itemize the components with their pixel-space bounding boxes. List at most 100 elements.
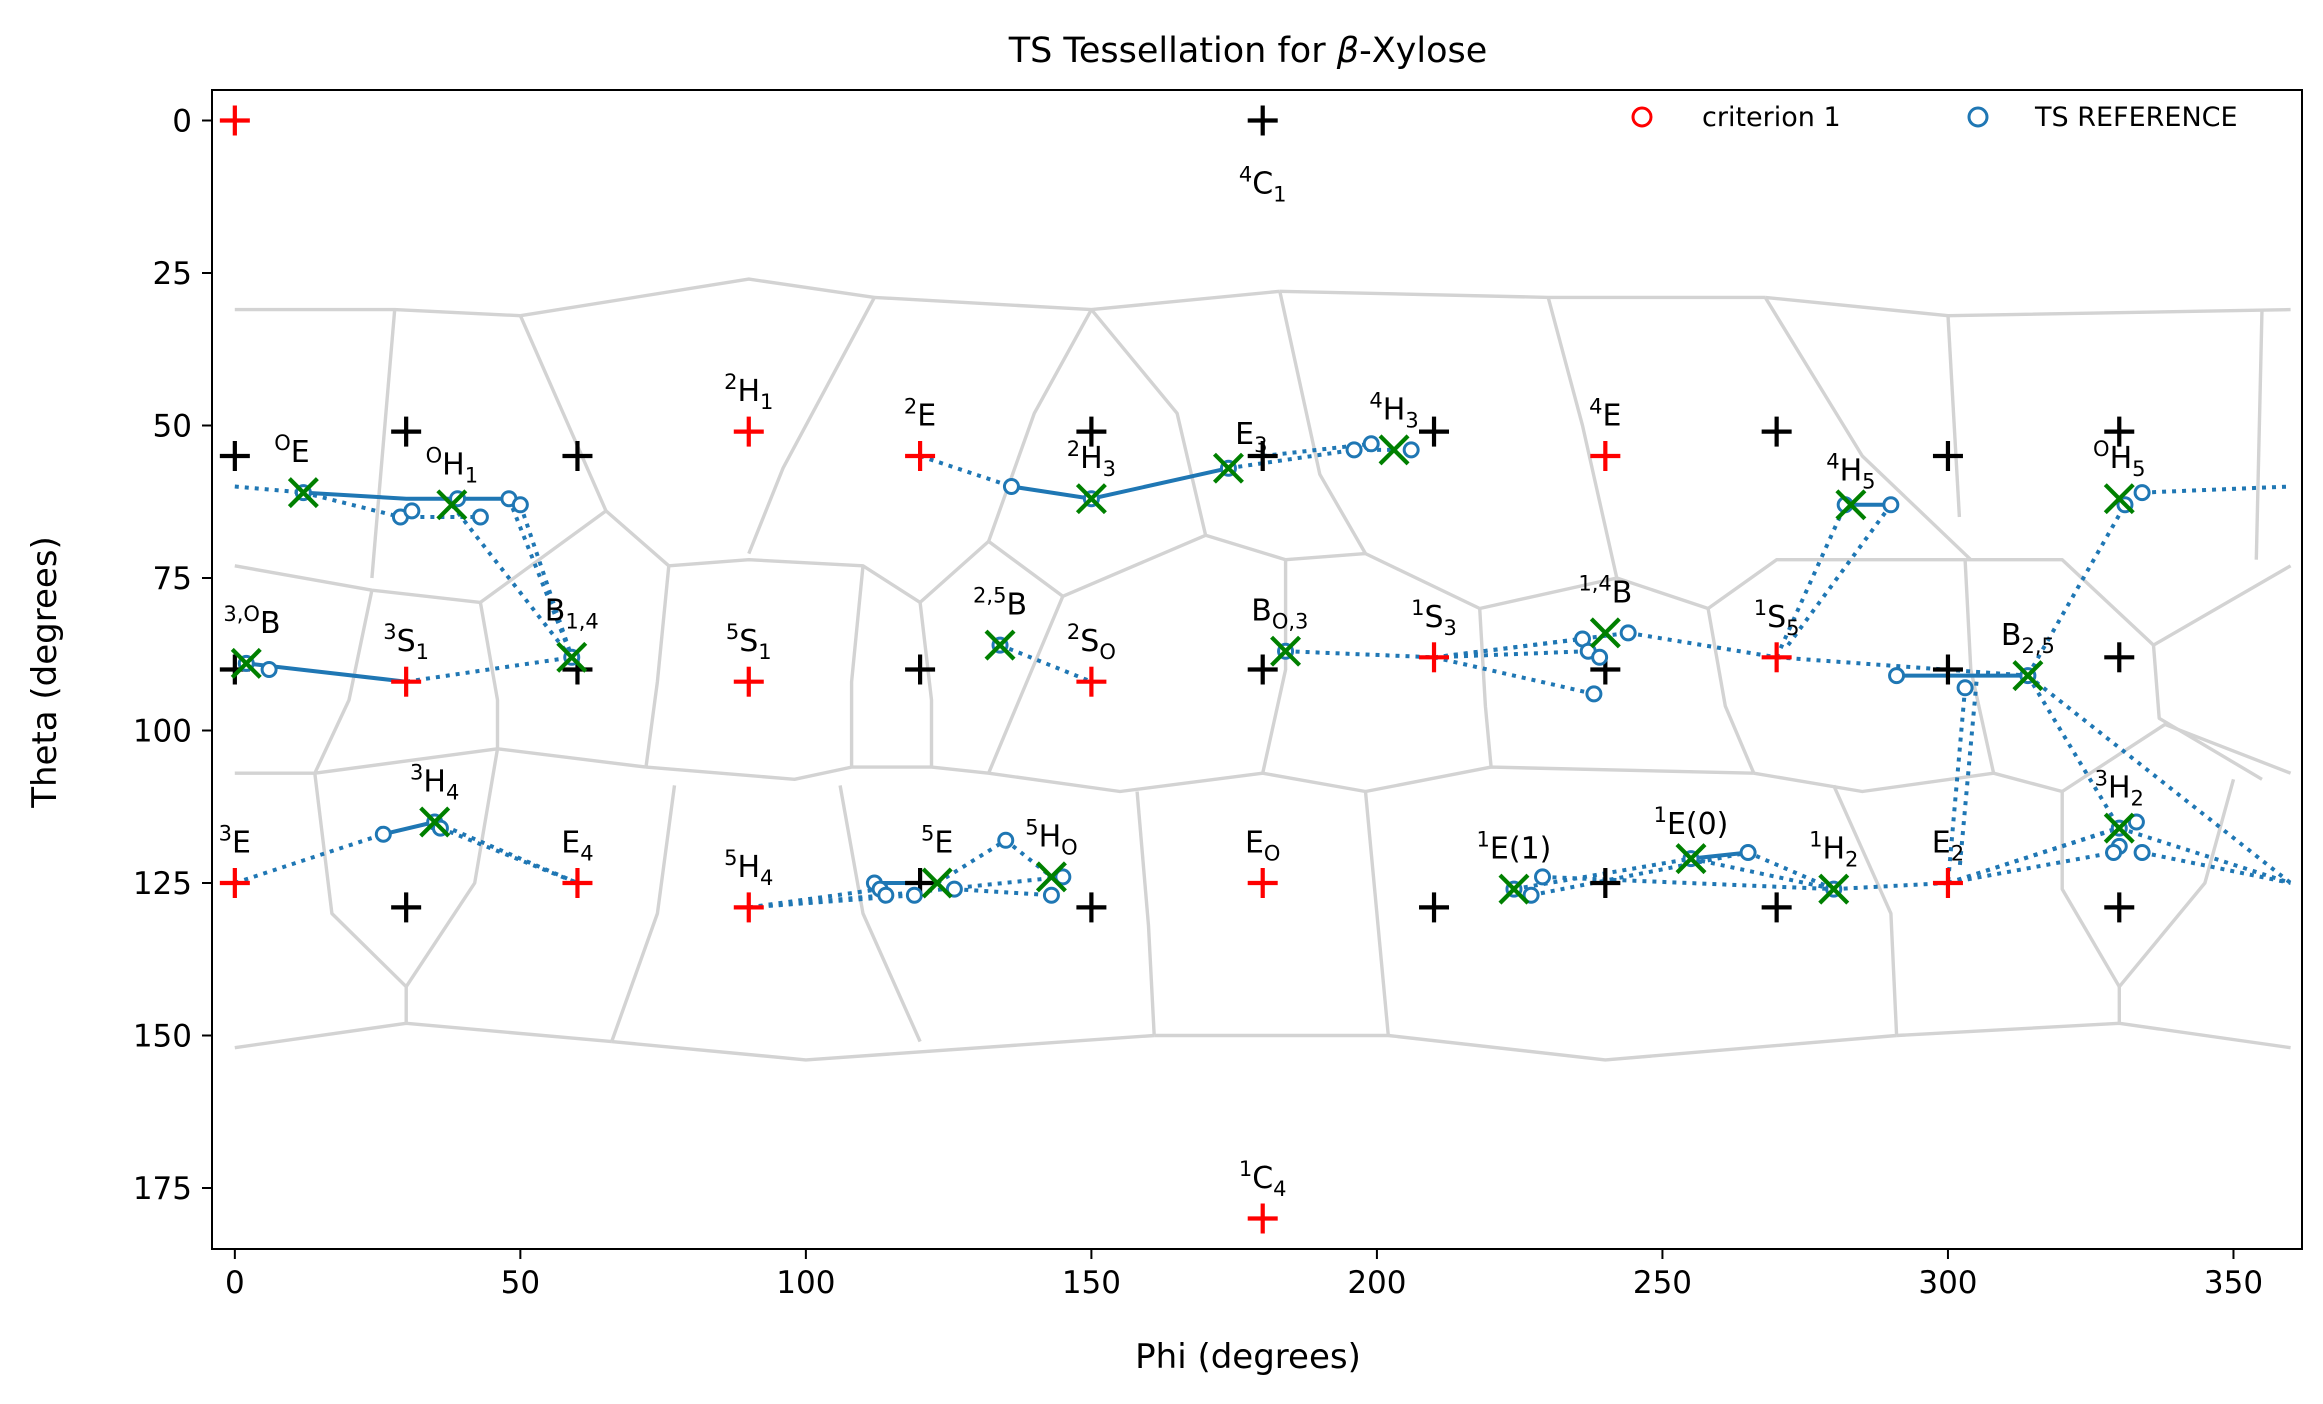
puckering-label: 3,OB <box>223 602 280 641</box>
ts-point <box>1212 452 1244 484</box>
tessellation-edge <box>987 533 1287 598</box>
x-tick-label: 150 <box>1062 1265 1121 1301</box>
tessellation-edge <box>234 1021 612 1050</box>
ts-point <box>1589 617 1621 649</box>
solid-path <box>382 820 436 837</box>
puckering-label: 4H3 <box>1369 388 1418 432</box>
puckering-label: 2,5B <box>973 584 1027 623</box>
puckering-label: 4E <box>1589 395 1621 434</box>
reference-point-black <box>1419 892 1450 923</box>
legend-label: TS REFERENCE <box>2034 102 2238 133</box>
dotted-path <box>1228 447 1394 471</box>
legend-marker <box>1631 106 1653 128</box>
tessellation-edge <box>1963 559 1996 774</box>
reference-point-red <box>905 441 936 471</box>
puckering-label: 5H4 <box>724 846 773 890</box>
dotted-path <box>1947 820 2138 885</box>
reference-point-black <box>2104 892 2135 923</box>
puckering-label: 1C4 <box>1239 1157 1287 1201</box>
tessellation-edge <box>1946 315 1962 518</box>
puckering-label: 1E(0) <box>1654 803 1729 842</box>
puckering-label: EO <box>1245 826 1281 866</box>
reference-point-black <box>1590 868 1621 898</box>
ts-point <box>1035 861 1067 893</box>
puckering-label: BO,3 <box>1251 594 1308 634</box>
reference-point-red <box>733 416 764 447</box>
ts-reference-point <box>374 825 392 843</box>
reference-point-black <box>1247 105 1278 136</box>
ts-point-stroke-b <box>1835 489 1867 521</box>
ts-reference-point <box>1362 435 1380 453</box>
dotted-path <box>954 887 1052 898</box>
ts-point <box>984 629 1016 661</box>
ts-point-stroke-b <box>436 489 468 521</box>
reference-point-black <box>1076 892 1107 923</box>
tessellation-edge <box>610 785 677 1043</box>
puckering-labels-layer: 4C1 2H1 2E 2H3 E3 4H3 4E 4H5 OH5 OE OH1 3,OB 3S1 B1,4… <box>219 163 2146 1201</box>
ts-point-stroke-b <box>1589 617 1621 649</box>
ts-reference-point <box>945 880 963 898</box>
dotted-path <box>999 643 1093 684</box>
reference-point-black <box>2104 416 2135 447</box>
ts-reference-point <box>1054 868 1072 886</box>
dotted-path <box>234 832 384 885</box>
ts-point <box>1675 843 1707 875</box>
tessellation-edge <box>1965 558 2292 647</box>
tessellation-edge <box>1365 765 1754 794</box>
dotted-path <box>1542 874 1834 892</box>
dotted-path <box>450 503 568 653</box>
reference-point-black <box>391 416 422 447</box>
ts-point-stroke-b <box>1212 452 1244 484</box>
reference-point-red <box>219 105 250 136</box>
tessellation-edge <box>2117 778 2236 988</box>
ts-point <box>1835 489 1867 521</box>
ts-reference-point <box>2133 484 2151 502</box>
tessellation-edge <box>478 602 500 749</box>
tessellation-edge <box>313 589 374 774</box>
tessellation-edge <box>2060 791 2121 988</box>
ts-reference-point <box>1534 868 1552 886</box>
tessellation-edge <box>987 595 1065 774</box>
reference-point-black <box>391 892 422 923</box>
tessellation-edge <box>645 765 989 781</box>
y-tick-label: 125 <box>133 866 192 902</box>
ts-point-stroke-b <box>984 629 1016 661</box>
puckering-label: B2,5 <box>2001 618 2055 658</box>
puckering-label: 5S1 <box>726 620 772 664</box>
tessellation-edge <box>1278 290 1367 555</box>
puckering-label: OH5 <box>2093 437 2145 481</box>
y-axis-label: Theta (degrees) <box>25 536 65 809</box>
ts-point <box>1270 635 1302 667</box>
ts-reference-point <box>1345 441 1363 459</box>
tessellation-edge <box>644 565 671 768</box>
dotted-path <box>234 484 304 495</box>
reference-point-black <box>1247 441 1278 471</box>
solid-path <box>303 490 509 501</box>
puckering-label: E3 <box>1235 417 1267 457</box>
puckering-label: 2H3 <box>1067 437 1116 481</box>
dotted-path <box>1433 630 1629 660</box>
ts-point-stroke-b <box>287 477 319 509</box>
ts-point <box>419 806 451 838</box>
ts-reference-point <box>260 661 278 678</box>
reference-point-red <box>1761 642 1792 673</box>
chart-title: TS Tessellation for β-Xylose <box>1008 31 1488 71</box>
ts-point-stroke-b <box>419 806 451 838</box>
dotted-path <box>1285 649 1435 660</box>
tessellation-edge <box>404 748 500 988</box>
ts-point-stroke-b <box>230 647 262 679</box>
puckering-label: 3S1 <box>383 620 429 664</box>
ts-point <box>2103 812 2135 844</box>
ts-reference-point <box>2133 844 2151 861</box>
ts-reference-point <box>1591 648 1609 666</box>
puckering-label: 1,4B <box>1578 571 1632 610</box>
tessellation-edge <box>1832 784 1899 1036</box>
dotted-path <box>2142 484 2291 495</box>
ts-point-stroke-b <box>2103 812 2135 844</box>
ts-reference-point <box>403 502 421 520</box>
x-tick-label: 300 <box>1918 1265 1977 1301</box>
reference-point-red <box>1247 1203 1278 1234</box>
ts-point <box>230 647 262 679</box>
reference-point-black <box>1932 654 1963 685</box>
